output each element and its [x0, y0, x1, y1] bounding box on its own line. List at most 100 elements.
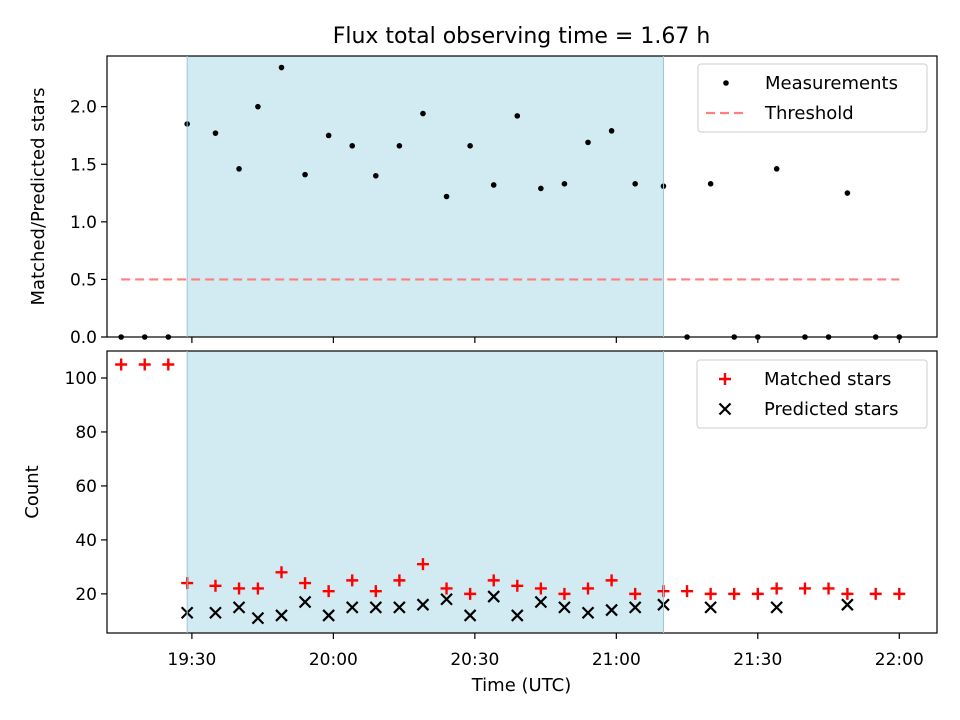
y-tick-label: 80 [75, 423, 97, 443]
top-plot-marks [118, 64, 903, 340]
matched-star-point [299, 577, 312, 590]
measurement-point [608, 128, 615, 134]
matched-star-point [822, 582, 835, 595]
predicted-star-point [558, 601, 571, 614]
predicted-star-point [463, 609, 477, 622]
measurement-point [844, 190, 851, 196]
bottom-axes-frame [106, 350, 938, 634]
matched-star-point [464, 587, 477, 600]
predicted-star-point [605, 603, 618, 617]
matched-star-point [728, 587, 741, 600]
bottom-subplot: 20 40 60 80 100 19:30 20:00 20:30 21:00 21:30 22:… [22, 350, 938, 670]
matched-star-point [605, 574, 618, 587]
matched-star-point [233, 582, 246, 595]
legend-marker-matched [719, 373, 731, 385]
matched-star-point [416, 558, 429, 571]
matched-star-point [275, 566, 288, 579]
top-x-axis-ticks [191, 337, 900, 343]
measurement-point [236, 166, 242, 172]
matched-star-point [770, 582, 783, 595]
y-tick-label: 0.0 [70, 328, 97, 348]
measurement-point [561, 181, 568, 187]
matched-star-point [393, 574, 406, 587]
measurement-point [514, 113, 521, 119]
predicted-star-point [770, 601, 783, 614]
matched-star-point [869, 587, 882, 600]
top-subplot: 0.00.51.01.52.0 Matched/Predicted stars … [28, 55, 938, 348]
matched-star-point [138, 358, 151, 371]
measurement-point [255, 103, 261, 110]
measurement-point [373, 172, 379, 179]
predicted-star-point [581, 606, 595, 620]
predicted-star-point [251, 611, 265, 625]
y-tick-label: 40 [75, 531, 97, 551]
x-tick-label: 19:30 [167, 650, 216, 670]
predicted-star-point [393, 601, 406, 614]
matched-star-point [511, 579, 524, 592]
bottom-y-axis-ticks: 20 40 60 80 100 [65, 369, 107, 605]
legend-marker-predicted [718, 402, 732, 416]
x-tick-label: 20:30 [450, 650, 499, 670]
measurement-point [585, 139, 591, 146]
measurement-point [443, 193, 450, 200]
x-axis-label: Time (UTC) [471, 675, 572, 696]
predicted-star-point [298, 595, 312, 609]
measurement-point [707, 181, 714, 187]
predicted-star-point [628, 601, 642, 614]
matched-star-point [487, 574, 500, 587]
matched-star-point [346, 574, 359, 587]
observing-window-bottom [187, 351, 664, 633]
top-y-axis-label: Matched/Predicted stars [28, 88, 49, 306]
y-tick-label: 0.5 [70, 270, 97, 290]
x-tick-label: 21:30 [733, 650, 782, 670]
top-axes-frame [106, 55, 938, 338]
predicted-star-point [841, 598, 854, 611]
bottom-y-axis-label: Count [22, 465, 43, 518]
matched-star-point [209, 579, 222, 592]
y-tick-label: 1.0 [70, 213, 97, 233]
predicted-star-point [487, 590, 500, 603]
y-tick-label: 100 [65, 369, 97, 389]
matched-star-point [162, 358, 175, 371]
matched-star-point [582, 582, 595, 595]
y-tick-label: 20 [75, 585, 97, 605]
matched-star-point [629, 587, 642, 600]
matched-star-point [440, 582, 453, 595]
predicted-star-point [322, 609, 335, 622]
x-tick-label: 21:00 [592, 650, 641, 670]
predicted-star-point [440, 592, 453, 606]
predicted-star-point [416, 598, 430, 611]
y-tick-label: 1.5 [70, 155, 97, 175]
y-tick-label: 2.0 [70, 98, 97, 118]
measurement-point [773, 166, 780, 172]
measurement-point [632, 181, 638, 187]
legend-box [696, 359, 928, 429]
predicted-star-point [704, 601, 717, 614]
matched-star-point [751, 587, 764, 600]
matched-star-point [369, 585, 382, 598]
y-tick-label: 60 [75, 477, 97, 497]
chart-title: Flux total observing time = 1.67 h [333, 24, 711, 49]
matched-star-point [115, 358, 128, 371]
observing-window-top [187, 56, 664, 337]
measurement-point [349, 143, 356, 149]
measurement-point [396, 143, 403, 149]
measurement-point [212, 130, 219, 136]
matched-star-point [798, 582, 811, 595]
predicted-star-point [511, 609, 524, 622]
predicted-star-point [232, 601, 246, 614]
matched-star-point [558, 587, 571, 600]
matched-star-point [322, 585, 335, 598]
predicted-star-point [275, 609, 288, 622]
legend-label: Predicted stars [764, 399, 898, 420]
measurement-point [278, 64, 285, 71]
measurement-point [420, 110, 426, 117]
bottom-plot-marks [115, 358, 906, 625]
matched-star-point [251, 582, 264, 595]
top-legend: Measurements Threshold [697, 63, 928, 133]
legend-label: Measurements [765, 73, 898, 94]
matched-star-point [893, 587, 906, 600]
legend-marker-measurements [723, 80, 729, 86]
predicted-star-point [369, 601, 383, 614]
